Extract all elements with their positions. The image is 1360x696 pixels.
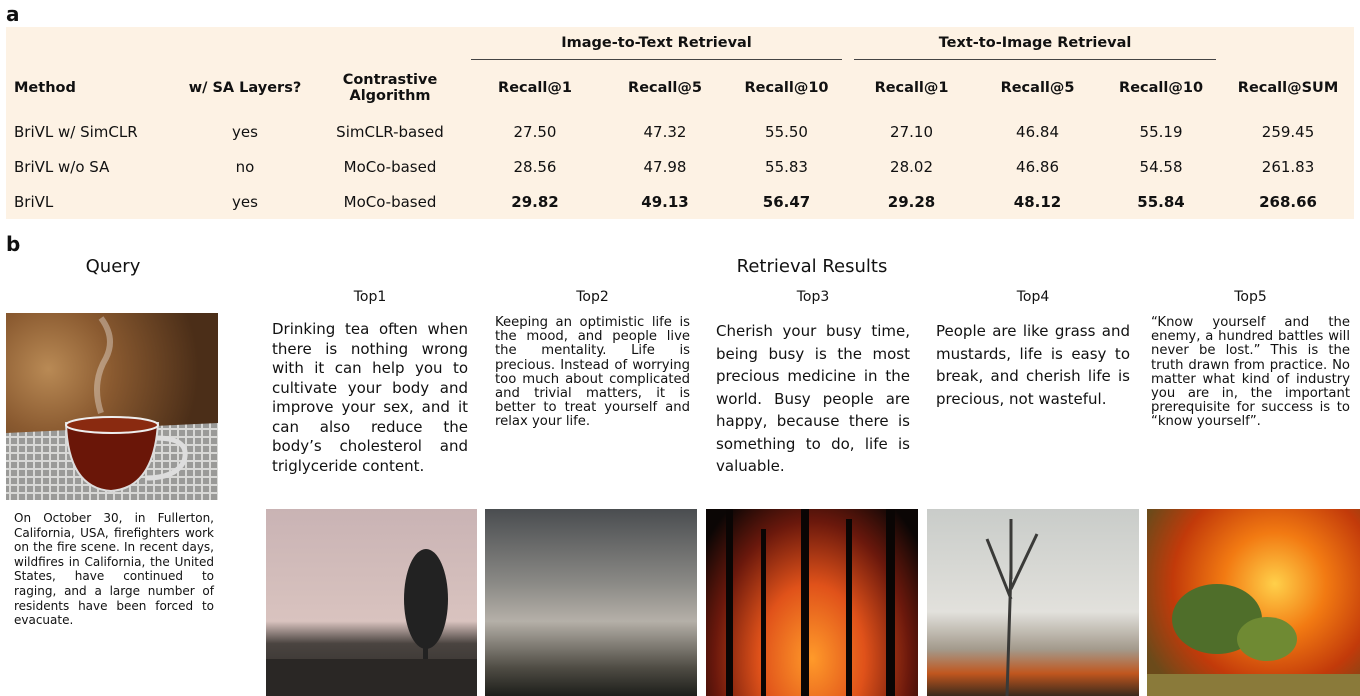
table-cell: BriVL w/ SimCLR xyxy=(6,114,175,149)
group-header: Text-to-Image Retrieval xyxy=(854,29,1216,60)
table-cell: BriVL xyxy=(6,184,175,219)
rank-label: Top4 xyxy=(933,289,1133,305)
result-text: Keeping an optimistic life is the mood, … xyxy=(495,316,690,430)
table-cell: 261.83 xyxy=(1222,149,1354,184)
results-table: Image-to-Text Retrieval Text-to-Image Re… xyxy=(6,27,1354,219)
tree xyxy=(927,509,1139,696)
table-cell: SimCLR-based xyxy=(315,114,465,149)
column-header: Recall@10 xyxy=(725,62,848,114)
table-cell: 55.50 xyxy=(725,114,848,149)
results-title: Retrieval Results xyxy=(512,256,1112,277)
rank-label: Top5 xyxy=(1151,289,1351,305)
table-cell: 29.28 xyxy=(848,184,975,219)
result-image xyxy=(706,509,918,696)
table-cell: 259.45 xyxy=(1222,114,1354,149)
table-cell: yes xyxy=(175,114,315,149)
group-header: Image-to-Text Retrieval xyxy=(471,29,842,60)
table-cell: 46.84 xyxy=(975,114,1100,149)
rank-label: Top3 xyxy=(713,289,913,305)
table-cell: 55.83 xyxy=(725,149,848,184)
table-cell: 55.19 xyxy=(1100,114,1222,149)
column-header: w/ SA Layers? xyxy=(175,62,315,114)
column-header: Contrastive Algorithm xyxy=(315,62,465,114)
column-header: Recall@SUM xyxy=(1222,62,1354,114)
panel-label: a xyxy=(6,2,20,26)
rank-label: Top2 xyxy=(493,289,693,305)
table-cell: 29.82 xyxy=(465,184,605,219)
result-text: Drinking tea often when there is nothing… xyxy=(272,320,468,476)
table-cell: 46.86 xyxy=(975,149,1100,184)
result-text: “Know yourself and the enemy, a hundred … xyxy=(1151,316,1350,430)
result-text: People are like grass and mustards, life… xyxy=(936,320,1130,410)
column-header: Recall@5 xyxy=(975,62,1100,114)
table-cell: BriVL w/o SA xyxy=(6,149,175,184)
result-image xyxy=(485,509,697,696)
result-image xyxy=(266,509,477,696)
table-cell: MoCo-based xyxy=(315,184,465,219)
result-image xyxy=(927,509,1139,696)
rank-label: Top1 xyxy=(270,289,470,305)
tree xyxy=(266,509,477,696)
table-cell: yes xyxy=(175,184,315,219)
foliage xyxy=(1147,509,1360,696)
table-cell: 27.10 xyxy=(848,114,975,149)
table-cell: MoCo-based xyxy=(315,149,465,184)
query-caption: On October 30, in Fullerton, California,… xyxy=(14,511,214,628)
query-title: Query xyxy=(13,256,213,277)
column-header: Recall@5 xyxy=(605,62,725,114)
table-cell: 28.02 xyxy=(848,149,975,184)
query-image xyxy=(6,313,218,500)
table-cell: no xyxy=(175,149,315,184)
table-cell: 28.56 xyxy=(465,149,605,184)
column-header: Method xyxy=(6,62,175,114)
panel-label: b xyxy=(6,232,20,256)
table-cell: 48.12 xyxy=(975,184,1100,219)
column-header: Recall@1 xyxy=(465,62,605,114)
table-cell: 47.98 xyxy=(605,149,725,184)
table-cell: 268.66 xyxy=(1222,184,1354,219)
trees xyxy=(706,509,918,696)
table-cell: 47.32 xyxy=(605,114,725,149)
table-cell: 55.84 xyxy=(1100,184,1222,219)
table-cell: 56.47 xyxy=(725,184,848,219)
result-image xyxy=(1147,509,1360,696)
column-header: Recall@1 xyxy=(848,62,975,114)
column-header: Recall@10 xyxy=(1100,62,1222,114)
table-cell: 54.58 xyxy=(1100,149,1222,184)
tea-cup xyxy=(6,313,218,500)
page: a Image-to-Text Retrieval Text-to-Image … xyxy=(0,0,1360,696)
table-cell: 49.13 xyxy=(605,184,725,219)
result-text: Cherish your busy time, being busy is th… xyxy=(716,320,910,478)
table-cell: 27.50 xyxy=(465,114,605,149)
